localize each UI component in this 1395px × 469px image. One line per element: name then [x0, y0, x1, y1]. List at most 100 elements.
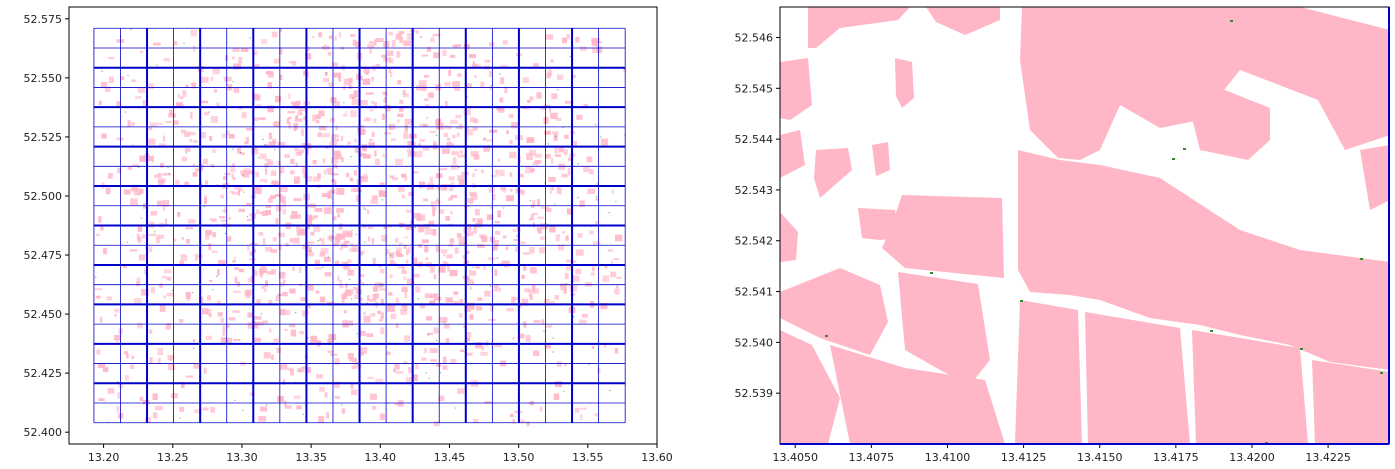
building-footprint: [591, 345, 595, 349]
building-footprint: [499, 97, 504, 103]
greenery-patch: [381, 199, 383, 201]
building-footprint: [395, 297, 400, 304]
building-footprint: [101, 133, 107, 139]
greenery-patch: [428, 377, 430, 379]
building-footprint: [549, 187, 552, 194]
building-footprint: [472, 63, 478, 69]
building-footprint: [439, 209, 445, 214]
greenery-patch: [191, 291, 194, 294]
greenery-patch: [609, 389, 611, 392]
building-footprint: [1312, 360, 1389, 444]
building-footprint: [258, 416, 267, 422]
building-footprint: [459, 241, 466, 246]
building-footprint: [442, 260, 447, 267]
building-footprint: [456, 132, 460, 138]
building-footprint: [136, 277, 141, 283]
building-footprint: [271, 31, 278, 38]
building-footprint: [245, 136, 250, 144]
building-footprint: [295, 162, 299, 168]
building-footprint: [116, 101, 122, 108]
building-footprint: [131, 144, 135, 147]
building-footprint: [556, 187, 562, 195]
building-footprint: [326, 301, 335, 304]
building-footprint: [533, 319, 541, 323]
building-footprint: [449, 269, 458, 277]
building-footprint: [137, 193, 140, 196]
building-footprint: [312, 160, 317, 165]
building-footprint: [234, 267, 240, 270]
building-footprint: [473, 118, 479, 124]
building-footprint: [544, 343, 552, 349]
building-footprint: [393, 368, 397, 373]
building-footprint: [403, 303, 408, 311]
building-footprint: [401, 173, 407, 178]
building-footprint: [297, 109, 302, 116]
building-footprint: [445, 100, 448, 107]
building-footprint: [472, 218, 476, 222]
building-footprint: [324, 44, 327, 47]
building-footprint: [337, 213, 340, 218]
building-footprint: [550, 301, 556, 304]
building-footprint: [372, 195, 378, 200]
building-footprint: [274, 95, 281, 103]
building-footprint: [333, 216, 337, 221]
building-footprint: [238, 268, 245, 273]
x-tick-label: 13.4050: [772, 451, 818, 464]
building-footprint: [144, 268, 147, 275]
greenery-patch: [95, 276, 97, 278]
building-footprint: [247, 277, 252, 283]
building-footprint: [262, 320, 269, 324]
building-footprint: [491, 175, 498, 178]
building-footprint: [604, 342, 607, 348]
greenery-patch: [543, 330, 545, 332]
building-footprint: [247, 244, 250, 251]
building-footprint: [279, 28, 282, 32]
building-footprint: [466, 279, 474, 284]
building-footprint: [405, 377, 414, 384]
building-footprint: [349, 94, 357, 99]
building-footprint: [327, 194, 332, 200]
building-footprint: [261, 210, 268, 217]
building-footprint: [474, 208, 480, 216]
building-footprint: [253, 321, 257, 327]
building-footprint: [278, 48, 283, 55]
building-footprint: [124, 375, 129, 381]
greenery-patch: [127, 74, 129, 77]
building-footprint: [432, 33, 441, 37]
building-footprint: [489, 129, 498, 133]
building-footprint: [492, 193, 496, 201]
building-footprint: [318, 32, 323, 38]
building-footprint: [506, 130, 509, 135]
building-footprint: [356, 195, 361, 202]
y-tick-label: 52.550: [24, 72, 63, 85]
building-footprint: [375, 38, 384, 43]
building-footprint: [502, 235, 507, 239]
greenery-patch: [555, 135, 557, 138]
building-footprint: [492, 240, 496, 244]
building-footprint: [347, 141, 351, 145]
building-footprint: [324, 392, 328, 398]
building-footprint: [136, 233, 140, 240]
building-footprint: [154, 174, 158, 178]
greenery-patch: [414, 226, 416, 229]
building-footprint: [462, 254, 466, 260]
x-tick-label: 13.4075: [849, 451, 895, 464]
building-footprint: [470, 117, 476, 123]
building-footprint: [574, 407, 580, 413]
building-footprint: [926, 7, 1000, 35]
greenery-patch: [1210, 330, 1213, 332]
building-footprint: [467, 302, 474, 309]
building-footprint: [468, 54, 477, 59]
building-footprint: [306, 46, 310, 52]
building-footprint: [808, 7, 910, 48]
building-footprint: [322, 133, 330, 138]
building-footprint: [367, 295, 370, 301]
building-footprint: [278, 271, 286, 279]
building-footprint: [343, 240, 350, 244]
building-footprint: [430, 201, 435, 207]
building-footprint: [432, 293, 438, 298]
building-footprint: [152, 412, 158, 419]
greenery-patch: [126, 241, 128, 243]
building-footprint: [397, 119, 400, 123]
